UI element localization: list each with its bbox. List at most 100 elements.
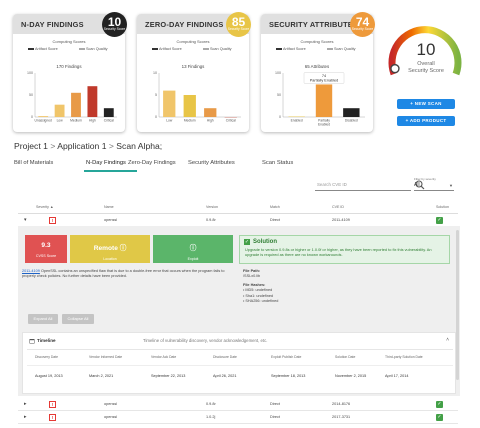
exploit-value: ⓘ xyxy=(189,245,197,252)
badge-label: Security Score xyxy=(227,27,250,31)
solution-box: ✓ Solution Upgrade to version 0.9.8s or … xyxy=(239,235,450,264)
bar-critical xyxy=(103,108,114,117)
cvss-score-tile: 9.3 CVSS Score xyxy=(25,235,67,263)
exploit-tile: ⓘ Exploit xyxy=(153,235,233,263)
breadcrumb-separator: > xyxy=(50,141,56,151)
y-tick-label: 100 xyxy=(27,71,33,75)
y-tick-label: 5 xyxy=(155,93,157,97)
x-tick-label: High xyxy=(207,119,214,123)
y-tick-label: 0 xyxy=(155,115,157,119)
tl-header: Third-party Solution Date xyxy=(385,355,423,359)
row-name: openssl xyxy=(104,402,118,406)
badge-score: 74 xyxy=(355,15,370,29)
file-info: File Path: /SSLx0.lib File Hashes: • MD5… xyxy=(243,269,278,304)
expand-all-button[interactable]: Expand All xyxy=(28,314,58,324)
security-attributes-card: SECURITY ATTRIBUTES 74 Security Score Co… xyxy=(261,12,375,132)
y-tick-label: 0 xyxy=(31,115,33,119)
gauge-caption-1: Overall xyxy=(417,61,434,67)
badge-score: 85 xyxy=(231,15,246,29)
severity-filter-select[interactable]: Filter by severity All ▼ xyxy=(414,177,454,191)
description-text: OpenSSL contains an unspecified flaw tha… xyxy=(22,269,225,279)
active-tab-indicator xyxy=(84,170,137,172)
filter-value: All xyxy=(414,182,420,188)
zero-day-bar-chart: 10 5 0 Low Medium High Critical xyxy=(153,71,241,123)
col-severity[interactable]: Severity ▲ xyxy=(36,205,54,209)
x-tick-label: Critical xyxy=(104,119,114,123)
tl-header: Solution Date xyxy=(335,355,356,359)
x-tick-label: Low xyxy=(166,119,173,123)
n-day-findings-card: N-DAY FINDINGS 10 Security Score Computi… xyxy=(13,12,127,132)
table-row[interactable]: ▸ ! openssl 0.9.8r Direct 2014-8176 ✓ xyxy=(18,398,458,411)
hash-sha1: • Sha1: undefined xyxy=(243,293,274,298)
new-scan-button[interactable]: + NEW SCAN xyxy=(397,99,455,109)
file-path-label: File Path: xyxy=(243,269,261,273)
x-tick-label: Enabled xyxy=(291,119,303,123)
tab-bill-of-materials[interactable]: Bill of Materials xyxy=(14,160,54,166)
cvss-caption: CVSS Score xyxy=(35,254,57,258)
chart-title: 65 Attributes xyxy=(304,64,330,69)
table-header: Severity ▲ Name Version Match CVE ID Sol… xyxy=(18,202,458,214)
breadcrumb-project[interactable]: Project 1 xyxy=(14,141,48,151)
tab-n-day-findings[interactable]: N-Day Findings xyxy=(86,160,126,166)
legend-artifact: Artifact Score xyxy=(152,47,182,52)
security-score-badge: 74 Security Score xyxy=(350,12,375,37)
finding-detail-panel: 9.3 CVSS Score Remote ⓘ Location ⓘ Explo… xyxy=(18,226,460,396)
tab-security-attributes[interactable]: Security Attributes xyxy=(188,160,235,166)
legend-scan-quality: Scan Quality xyxy=(79,47,108,52)
col-match: Match xyxy=(270,205,280,209)
expand-chevron-icon[interactable]: ▸ xyxy=(24,414,27,420)
location-value: Remote ⓘ xyxy=(93,245,127,252)
search-cve-input[interactable]: Search CVE ID xyxy=(315,179,425,191)
add-product-button[interactable]: + ADD PRODUCT xyxy=(397,116,455,126)
badge-label: Security Score xyxy=(103,27,126,31)
search-icon[interactable] xyxy=(415,180,425,190)
overall-score-gauge: 10 Overall Security Score xyxy=(388,26,462,76)
solution-check-icon: ✓ xyxy=(244,239,250,245)
tl-header: Vendor Informed Date xyxy=(89,355,123,359)
card-title: ZERO-DAY FINDINGS xyxy=(137,14,249,34)
collapse-chevron-icon[interactable]: ▾ xyxy=(24,217,27,223)
legend-artifact: Artifact Score xyxy=(28,47,58,52)
bar-low xyxy=(54,104,65,117)
solution-text: Upgrade to version 0.9.8s or higher or 1… xyxy=(245,247,432,258)
cve-link[interactable]: 2011-4109 xyxy=(22,269,40,273)
tl-header: Vendor Ack Date xyxy=(151,355,177,359)
x-tick-label: Disabled xyxy=(345,119,358,123)
row-version: 1.0.2j xyxy=(206,415,216,419)
cve-description: 2011-4109 OpenSSL contains an unspecifie… xyxy=(22,269,232,280)
legend-scan-quality: Scan Quality xyxy=(203,47,232,52)
zero-day-findings-card: ZERO-DAY FINDINGS 85 Security Score Comp… xyxy=(137,12,251,132)
gauge-caption-2: Security Score xyxy=(408,68,444,74)
row-cve: 2011-4109 xyxy=(332,218,350,222)
col-name: Name xyxy=(104,205,114,209)
detail-scrollbar[interactable] xyxy=(456,230,459,380)
timeline-panel: Timeline Timeline of vulnerability disco… xyxy=(22,332,456,394)
row-version: 0.9.8r xyxy=(206,218,216,222)
tl-value: March 2, 2021 xyxy=(89,374,114,378)
breadcrumb-application[interactable]: Application 1 xyxy=(57,141,107,151)
chart-title: 170 Findings xyxy=(56,64,82,69)
cvss-value: 9.3 xyxy=(41,242,51,249)
severity-icon: ! xyxy=(49,401,56,408)
tab-scan-status[interactable]: Scan Status xyxy=(262,160,294,166)
collapse-all-button[interactable]: Collapse All xyxy=(62,314,94,324)
card-subtitle: Computing Scores xyxy=(300,39,334,44)
col-version: Version xyxy=(206,205,218,209)
row-name: openssl xyxy=(104,218,118,222)
x-tick-label: Medium xyxy=(70,119,82,123)
file-hashes-label: File Hashes: xyxy=(243,283,266,288)
x-tick-label: Enabled xyxy=(318,122,330,126)
chevron-up-icon[interactable]: ˄ xyxy=(446,337,449,343)
badge-score: 10 xyxy=(107,15,122,29)
tl-value: August 19, 2013 xyxy=(35,374,63,378)
table-row[interactable]: ▸ ! openssl 1.0.2j Direct 2017-3731 ✓ xyxy=(18,411,458,424)
y-tick-label: 50 xyxy=(29,93,33,97)
filter-label: Filter by severity xyxy=(414,177,436,181)
tab-zero-day-findings[interactable]: Zero-Day Findings xyxy=(128,160,176,166)
security-score-badge: 85 Security Score xyxy=(226,12,251,37)
card-subtitle: Computing Scores xyxy=(176,39,210,44)
severity-icon: ! xyxy=(49,414,56,421)
row-match: Direct xyxy=(270,402,280,406)
expand-chevron-icon[interactable]: ▸ xyxy=(24,401,27,407)
